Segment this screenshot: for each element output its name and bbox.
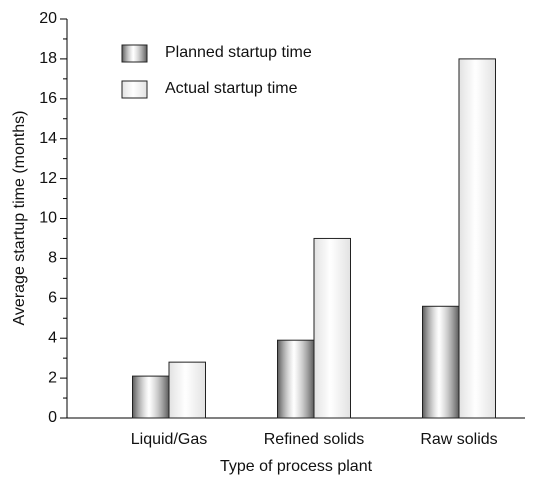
legend-swatch	[121, 80, 148, 99]
bar	[422, 305, 460, 419]
bar	[313, 237, 351, 419]
y-tick-label: 20	[39, 10, 57, 27]
y-tick-label: 18	[39, 50, 57, 67]
y-tick-label: 12	[39, 170, 57, 187]
bar	[132, 375, 170, 419]
y-axis-label: Average startup time (months)	[11, 111, 28, 326]
y-tick-label: 8	[48, 250, 57, 267]
x-tick-label: Refined solids	[264, 431, 365, 448]
y-tick-label: 14	[39, 130, 57, 147]
legend-label: Planned startup time	[165, 44, 312, 61]
legend-swatch	[121, 44, 148, 63]
y-tick-label: 0	[48, 409, 57, 426]
y-tick-label: 10	[39, 210, 57, 227]
y-tick-label: 6	[48, 290, 57, 307]
bar	[458, 58, 496, 419]
x-tick-label: Raw solids	[420, 431, 497, 448]
x-axis-label: Type of process plant	[220, 458, 373, 475]
y-tick-label: 16	[39, 90, 57, 107]
bar	[168, 361, 206, 419]
bar	[277, 339, 315, 419]
x-tick-label: Liquid/Gas	[131, 431, 208, 448]
legend-label: Actual startup time	[165, 80, 298, 97]
y-tick-label: 4	[48, 329, 57, 346]
y-tick-label: 2	[48, 369, 57, 386]
